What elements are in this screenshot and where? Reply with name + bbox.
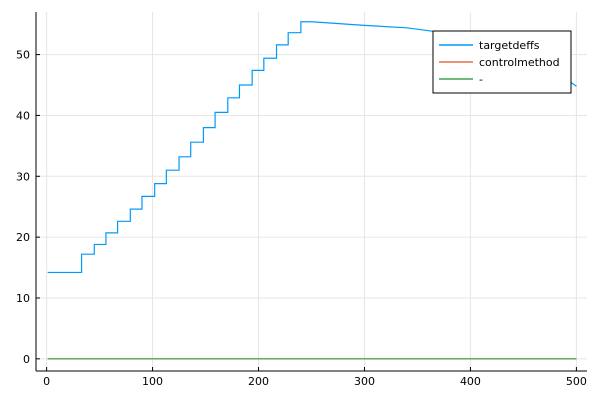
- x-tick-label: 200: [248, 375, 269, 388]
- x-tick-label: 100: [142, 375, 163, 388]
- x-tick-label: 500: [566, 375, 587, 388]
- x-tick-label: 0: [43, 375, 50, 388]
- legend: targetdeffs controlmethod -: [432, 30, 572, 94]
- y-tick-label: 0: [23, 353, 30, 366]
- legend-label: controlmethod: [479, 56, 560, 69]
- x-tick-label: 300: [354, 375, 375, 388]
- tick-labels: 0 100 200 300 400 500 0 10 20 30 40 50: [16, 49, 587, 388]
- y-tick-label: 10: [16, 292, 30, 305]
- y-tick-label: 20: [16, 231, 30, 244]
- legend-label: -: [479, 73, 483, 86]
- y-tick-label: 50: [16, 49, 30, 62]
- y-tick-label: 30: [16, 170, 30, 183]
- y-tick-label: 40: [16, 109, 30, 122]
- series-line-0: [47, 21, 577, 274]
- series-lines: [47, 21, 577, 360]
- axes: [35, 12, 587, 372]
- legend-label: targetdeffs: [479, 39, 540, 52]
- x-tick-label: 400: [460, 375, 481, 388]
